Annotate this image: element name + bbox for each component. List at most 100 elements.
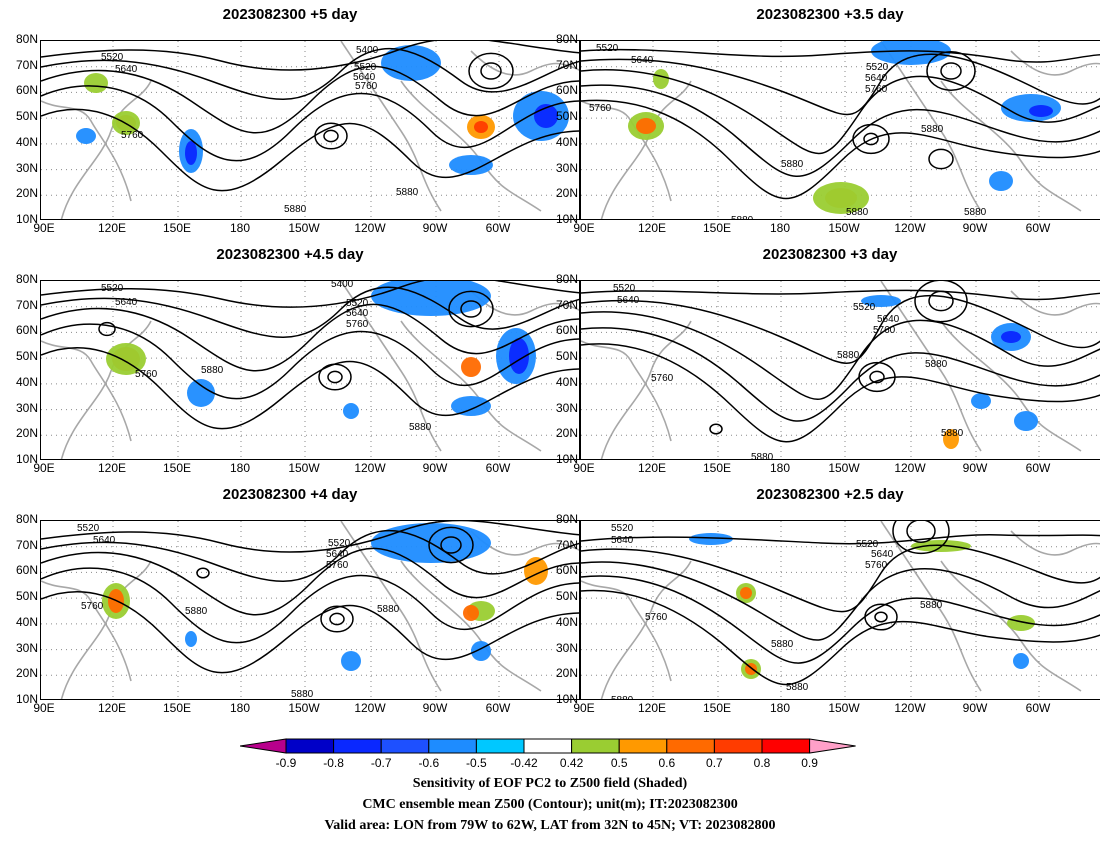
colorbar-tick-label: -0.6: [418, 756, 440, 770]
lat-label: 70N: [15, 297, 38, 312]
lat-label: 10N: [555, 212, 578, 226]
colorbar-tick-label: -0.42: [510, 756, 538, 770]
lat-label: 30N: [555, 160, 578, 175]
contour-label: 5640: [326, 549, 349, 560]
lon-label: 120W: [894, 221, 926, 235]
lat-label: 20N: [555, 186, 578, 201]
lon-label: 120E: [97, 221, 127, 235]
contour-label: 5880: [920, 600, 943, 611]
contour-label: 5880: [201, 365, 224, 376]
lat-label: 40N: [555, 134, 578, 149]
lon-label: 120W: [894, 461, 926, 475]
map-panel-5: 5520 5640 5760 5880 5520 5640 5760 5880 5880: [40, 520, 580, 700]
colorbar-tick-label: 0.9: [801, 756, 818, 770]
contour-label: 5760: [326, 560, 349, 571]
colorbar: [240, 738, 856, 754]
colorbar-segment: [428, 738, 477, 754]
lat-label: 10N: [15, 452, 38, 466]
contour-label: 5520: [853, 302, 876, 313]
footer-line-3: Valid area: LON from 79W to 62W, LAT fro…: [324, 818, 776, 833]
lat-label: 50N: [555, 109, 578, 124]
contour-label: 5760: [865, 84, 888, 95]
lon-label: 180: [769, 701, 791, 715]
contour-label: 5880: [611, 695, 634, 700]
colorbar-segment: [571, 738, 620, 754]
contour-label: 5760: [865, 560, 888, 571]
colorbar-segment: [285, 738, 335, 754]
lat-label: 40N: [15, 614, 38, 629]
lon-label: 60W: [485, 221, 511, 235]
lon-label: 180: [229, 221, 251, 235]
contour-label: 5520: [77, 523, 100, 534]
lat-label: 50N: [15, 109, 38, 124]
panel-title-3: 2023082300 +4.5 day: [216, 246, 364, 263]
colorbar-segment: [618, 738, 668, 754]
lat-label: 80N: [555, 272, 578, 286]
panel-title-4: 2023082300 +3 day: [762, 246, 898, 263]
lon-label: 90E: [573, 701, 595, 715]
lat-label: 80N: [555, 512, 578, 526]
sensitivity-shading: [628, 41, 1061, 214]
lat-label: 50N: [555, 349, 578, 364]
lon-label: 90E: [33, 461, 55, 475]
lon-label: 150W: [288, 701, 320, 715]
lat-label: 70N: [15, 537, 38, 552]
lon-label: 180: [769, 221, 791, 235]
lon-label: 150E: [702, 221, 732, 235]
colorbar-tick-label: -0.7: [370, 756, 392, 770]
colorbar-tick-label: 0.5: [610, 756, 628, 770]
contour-label: 5640: [871, 549, 894, 560]
lat-label: 60N: [15, 83, 38, 98]
contour-label: 5520: [346, 298, 369, 309]
contour-label: 5880: [731, 215, 754, 220]
contour-label: 5640: [353, 72, 376, 83]
contour-label: 5640: [115, 64, 138, 75]
z500-contours: [41, 41, 579, 192]
lat-label: 10N: [555, 452, 578, 466]
lat-label: 70N: [555, 297, 578, 312]
lon-label: 150E: [162, 221, 192, 235]
contour-label: 5520: [613, 283, 636, 294]
lon-label: 150E: [162, 701, 192, 715]
lat-label: 50N: [15, 349, 38, 364]
contour-label: 5520: [596, 43, 619, 54]
contour-label: 5760: [651, 373, 674, 384]
lat-label: 40N: [555, 374, 578, 389]
z500-contours: [41, 521, 579, 674]
colorbar-segment: [761, 738, 811, 754]
lat-label: 20N: [555, 666, 578, 681]
lon-label: 150W: [828, 221, 860, 235]
lat-label: 70N: [555, 537, 578, 552]
contour-label: 5880: [837, 350, 860, 361]
contour-label: 5640: [611, 535, 634, 546]
contour-label: 5880: [291, 689, 314, 700]
contour-label: 5760: [135, 369, 158, 380]
contour-label: 5640: [617, 295, 640, 306]
lon-label: 120E: [97, 461, 127, 475]
contour-label: 5400: [356, 45, 379, 56]
lat-label: 50N: [555, 589, 578, 604]
lon-label: 150E: [702, 461, 732, 475]
contour-label: 5640: [631, 55, 654, 66]
lon-label: 60W: [1025, 461, 1051, 475]
colorbar-tick-label: -0.9: [275, 756, 297, 770]
contour-label: 5880: [781, 159, 804, 170]
lon-label: 60W: [1025, 221, 1051, 235]
lon-label: 150W: [288, 461, 320, 475]
contour-label: 5400: [331, 281, 354, 290]
lon-label: 180: [769, 461, 791, 475]
contour-label: 5760: [355, 81, 378, 92]
panel-title-6: 2023082300 +2.5 day: [756, 486, 904, 503]
contour-label: 5520: [101, 52, 124, 63]
lon-label: 90W: [422, 701, 448, 715]
lat-label: 30N: [15, 400, 38, 415]
lat-label: 80N: [555, 32, 578, 46]
contour-label: 5640: [93, 535, 116, 546]
